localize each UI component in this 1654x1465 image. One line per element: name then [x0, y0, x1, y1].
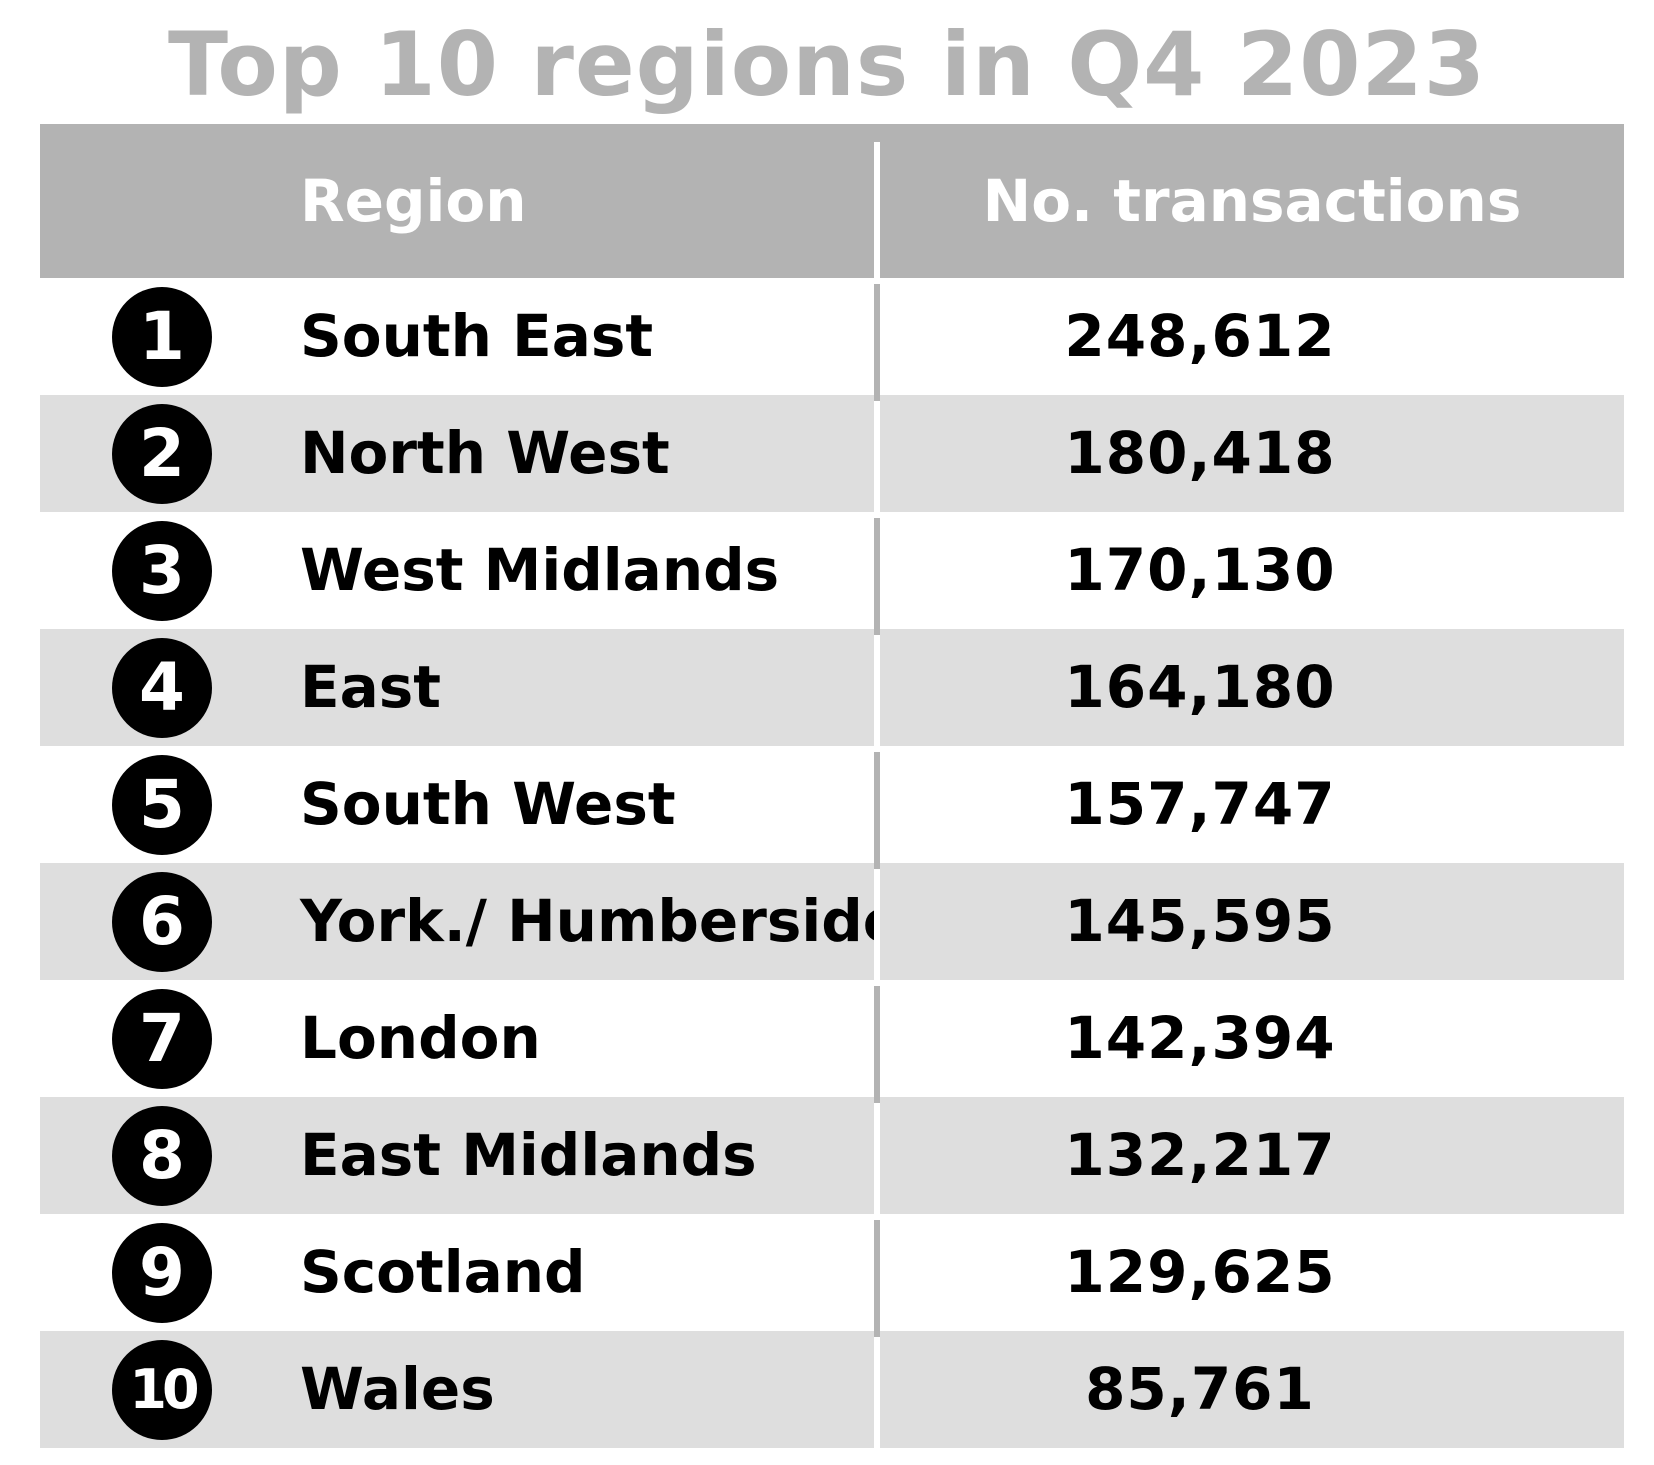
region-name: East Midlands	[300, 1121, 757, 1189]
rank-badge: 10	[112, 1340, 212, 1440]
column-divider	[874, 1337, 880, 1454]
region-cell: 5 South West	[40, 746, 874, 863]
transactions-value: 157,747	[1064, 770, 1336, 838]
table-row: 7 London 142,394	[40, 980, 1624, 1103]
region-cell: 4 East	[40, 629, 874, 746]
column-divider	[874, 1220, 880, 1337]
column-divider	[874, 986, 880, 1103]
column-divider	[874, 752, 880, 869]
rank-badge: 4	[112, 638, 212, 738]
transactions-cell: 248,612	[880, 278, 1624, 395]
region-cell: 10 Wales	[40, 1331, 874, 1448]
region-name: London	[300, 1004, 541, 1072]
region-name: South East	[300, 302, 654, 370]
region-cell: 9 Scotland	[40, 1214, 874, 1331]
rank-badge: 5	[112, 755, 212, 855]
table-row: 4 East 164,180	[40, 629, 1624, 752]
region-cell: 7 London	[40, 980, 874, 1097]
column-divider	[874, 518, 880, 635]
region-name: York./ Humberside	[300, 887, 903, 955]
table-row: 6 York./ Humberside 145,595	[40, 863, 1624, 986]
table-body: 1 South East 248,612 2 North West 180,418 3 Wes…	[40, 278, 1624, 1454]
rank-badge: 9	[112, 1223, 212, 1323]
table-row: 2 North West 180,418	[40, 395, 1624, 518]
transactions-cell: 145,595	[880, 863, 1624, 980]
rank-badge: 6	[112, 872, 212, 972]
region-cell: 3 West Midlands	[40, 512, 874, 629]
rank-badge: 2	[112, 404, 212, 504]
rank-badge: 1	[112, 287, 212, 387]
column-divider	[874, 1103, 880, 1220]
region-cell: 2 North West	[40, 395, 874, 512]
region-cell: 8 East Midlands	[40, 1097, 874, 1214]
transactions-value: 142,394	[1064, 1004, 1336, 1072]
region-name: Scotland	[300, 1238, 586, 1306]
transactions-value: 85,761	[1085, 1355, 1315, 1423]
table-row: 3 West Midlands 170,130	[40, 512, 1624, 635]
column-divider	[874, 284, 880, 401]
transactions-cell: 164,180	[880, 629, 1624, 746]
transactions-value: 132,217	[1064, 1121, 1336, 1189]
column-header-transactions: No. transactions	[982, 167, 1522, 235]
region-name: Wales	[300, 1355, 495, 1423]
table-row: 8 East Midlands 132,217	[40, 1097, 1624, 1220]
column-divider	[874, 635, 880, 752]
transactions-cell: 85,761	[880, 1331, 1624, 1448]
transactions-cell: 129,625	[880, 1214, 1624, 1331]
region-cell: 1 South East	[40, 278, 874, 395]
transactions-value: 180,418	[1064, 419, 1336, 487]
region-name: North West	[300, 419, 670, 487]
column-divider	[874, 401, 880, 518]
transactions-value: 170,130	[1064, 536, 1336, 604]
region-name: South West	[300, 770, 676, 838]
regions-table: Region No. transactions 1 South East 248,6…	[40, 124, 1624, 1454]
transactions-cell: 170,130	[880, 512, 1624, 629]
transactions-value: 248,612	[1064, 302, 1336, 370]
table-row: 10 Wales 85,761	[40, 1331, 1624, 1454]
transactions-cell: 142,394	[880, 980, 1624, 1097]
transactions-value: 164,180	[1064, 653, 1336, 721]
rank-badge: 7	[112, 989, 212, 1089]
table-header: Region No. transactions	[40, 124, 1624, 278]
table-row: 1 South East 248,612	[40, 278, 1624, 401]
transactions-value: 145,595	[1064, 887, 1336, 955]
column-divider	[874, 869, 880, 986]
table-row: 9 Scotland 129,625	[40, 1214, 1624, 1337]
transactions-value: 129,625	[1064, 1238, 1336, 1306]
table-row: 5 South West 157,747	[40, 746, 1624, 869]
chart-title: Top 10 regions in Q4 2023	[168, 13, 1486, 116]
rank-badge: 3	[112, 521, 212, 621]
transactions-cell: 132,217	[880, 1097, 1624, 1214]
region-name: West Midlands	[300, 536, 780, 604]
transactions-cell: 180,418	[880, 395, 1624, 512]
region-name: East	[300, 653, 442, 721]
rank-badge: 8	[112, 1106, 212, 1206]
header-divider	[874, 142, 880, 278]
transactions-cell: 157,747	[880, 746, 1624, 863]
column-header-region: Region	[300, 167, 527, 235]
region-cell: 6 York./ Humberside	[40, 863, 902, 980]
